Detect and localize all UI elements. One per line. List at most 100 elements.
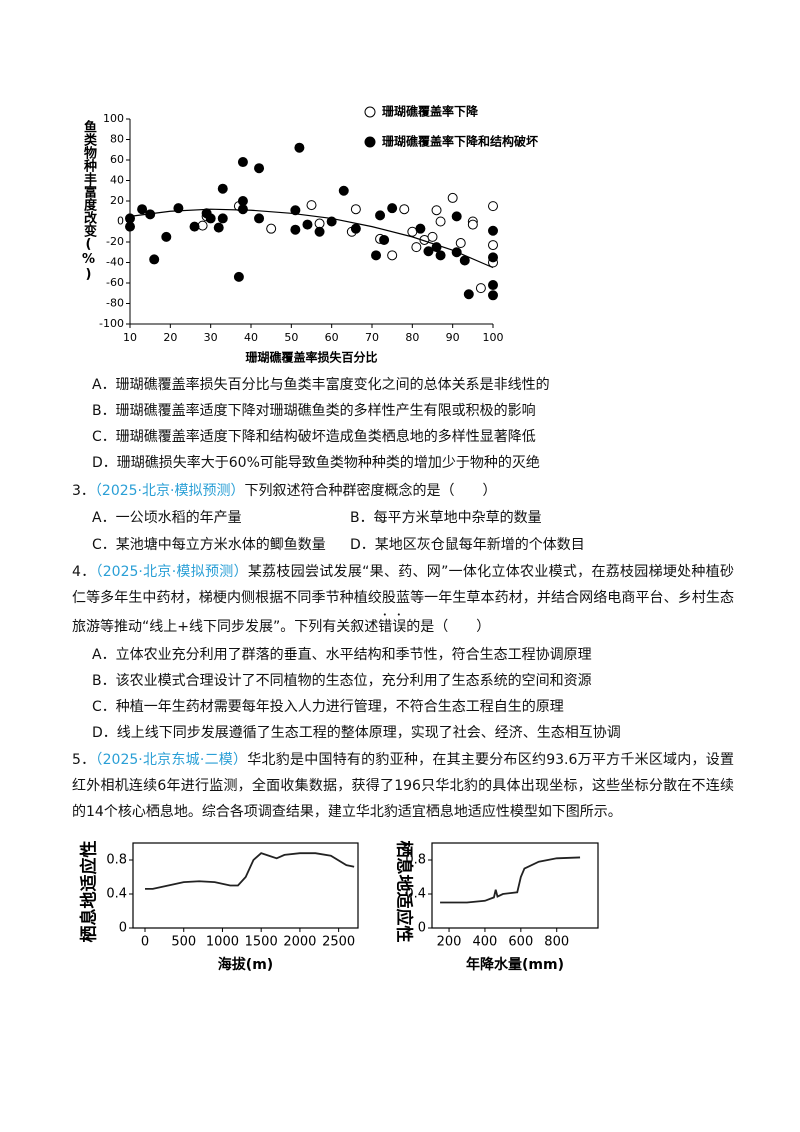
data-point	[350, 223, 361, 234]
y-tick-label: 0.4	[106, 887, 127, 902]
data-point	[302, 219, 313, 230]
data-point	[254, 163, 265, 174]
y-tick-label: -100	[99, 317, 124, 330]
data-point	[475, 283, 486, 294]
question: 3．（2025·北京·模拟预测）下列叙述符合种群密度概念的是（ ）	[72, 481, 496, 501]
y-tick-label: 0.8	[405, 853, 426, 868]
data-point	[463, 289, 474, 300]
data-point	[137, 204, 148, 215]
legend-marker	[364, 106, 376, 118]
x-tick-label: 30	[204, 331, 218, 344]
data-point	[217, 213, 228, 224]
y-tick-label: 0	[117, 215, 124, 228]
data-point	[411, 242, 422, 253]
y-tick-label: 20	[110, 194, 124, 207]
question-number: 5．	[72, 752, 96, 768]
x-tick-label: 70	[365, 331, 379, 344]
data-point	[451, 211, 462, 222]
data-point	[350, 204, 361, 215]
emphasis: 错误	[378, 619, 407, 635]
legend-marker	[364, 136, 376, 148]
question-stem: 下列叙述符合种群密度概念的是（ ）	[244, 483, 497, 499]
y-tick-label: 0	[119, 921, 127, 936]
data-point	[294, 142, 305, 153]
option: B．该农业模式合理设计了不同植物的生态位，充分利用了生态系统的空间和资源	[92, 673, 592, 689]
data-point	[431, 205, 442, 216]
source-tag: （2025·北京东城·二模）	[95, 752, 248, 768]
data-point	[125, 221, 135, 232]
option: C．种植一年生药材需要每年投入人力进行管理，不符合生态工程自生的原理	[92, 699, 564, 715]
fit-curve	[129, 208, 494, 269]
x-axis-label: 海拔(m)	[218, 956, 273, 973]
y-tick-label: -60	[106, 276, 124, 289]
option: A．一公顷水稻的年产量	[92, 510, 242, 526]
data-point	[399, 204, 410, 215]
question-number: 3．	[72, 483, 95, 499]
x-tick-label: 50	[284, 331, 298, 344]
x-tick-label: 400	[473, 935, 498, 950]
question-number: 4．	[72, 564, 96, 580]
data-point	[371, 250, 382, 261]
data-point	[455, 238, 466, 249]
data-point	[205, 213, 216, 224]
data-point	[217, 183, 228, 194]
y-tick-label: 0.4	[405, 887, 426, 902]
option: B．珊瑚礁覆盖率适度下降对珊瑚礁鱼类的多样性产生有限或积极的影响	[92, 403, 536, 419]
data-point	[237, 204, 248, 215]
x-tick-label: 500	[171, 935, 196, 950]
data-point	[290, 224, 301, 235]
data-point	[125, 213, 135, 224]
option: A．立体农业充分利用了群落的垂直、水平结构和季节性，符合生态工程协调原理	[92, 647, 592, 663]
y-tick-label: 0	[418, 921, 426, 936]
x-tick-label: 200	[437, 935, 462, 950]
question: 4．（2025·北京·模拟预测）某荔枝园尝试发展“果、药、网”一体化立体农业模式…	[72, 559, 734, 640]
data-point	[447, 192, 458, 203]
data-point	[233, 271, 244, 282]
question: 5．（2025·北京东城·二模）华北豹是中国特有的豹亚种，在其主要分布区约93.…	[72, 747, 734, 825]
legend-label: 珊瑚礁覆盖率下降和结构破坏	[382, 134, 538, 149]
y-axis-label: 鱼类物种丰富度改变(%)	[81, 120, 96, 282]
y-axis-label: 栖息地适应性	[393, 840, 414, 943]
data-point	[435, 250, 446, 261]
x-axis-label: 年降水量(mm)	[466, 956, 564, 973]
x-tick-label: 60	[325, 331, 339, 344]
data-point	[197, 220, 208, 231]
x-tick-label: 1000	[206, 935, 239, 950]
x-tick-label: 1500	[245, 935, 278, 950]
data-point	[237, 157, 248, 168]
option: B．每平方米草地中杂草的数量	[350, 510, 542, 526]
data-point	[488, 201, 498, 212]
option: D．某地区灰仓鼠每年新增的个体数目	[350, 537, 585, 553]
plot-frame	[431, 842, 599, 929]
data-point	[488, 240, 498, 251]
line	[440, 856, 581, 904]
data-point	[415, 223, 426, 234]
x-tick-label: 40	[244, 331, 258, 344]
line	[145, 852, 355, 890]
data-point	[314, 226, 325, 237]
data-point	[306, 200, 317, 211]
data-point	[338, 185, 349, 196]
data-point	[290, 205, 301, 216]
x-axis-label: 珊瑚礁覆盖率损失百分比	[245, 350, 377, 365]
data-point	[488, 280, 498, 291]
x-tick-label: 800	[544, 935, 569, 950]
data-point	[314, 218, 325, 229]
question-stem: 华北豹是中国特有的豹亚种，在其主要分布区约93.6万平方千米区域内，设置红外相机…	[72, 752, 734, 820]
data-point	[379, 234, 390, 245]
data-point	[266, 223, 277, 234]
x-tick-label: 100	[483, 331, 504, 344]
data-point	[488, 252, 498, 263]
question-stem: 的是（ ）	[406, 619, 491, 635]
data-point	[467, 219, 478, 230]
y-tick-label: 80	[110, 133, 124, 146]
x-tick-label: 90	[446, 331, 460, 344]
y-tick-label: 60	[110, 153, 124, 166]
y-tick-label: 100	[103, 112, 124, 125]
data-point	[387, 203, 398, 214]
data-point	[237, 196, 248, 206]
x-tick-label: 0	[141, 935, 149, 950]
source-tag: （2025·北京·模拟预测）	[95, 564, 248, 580]
